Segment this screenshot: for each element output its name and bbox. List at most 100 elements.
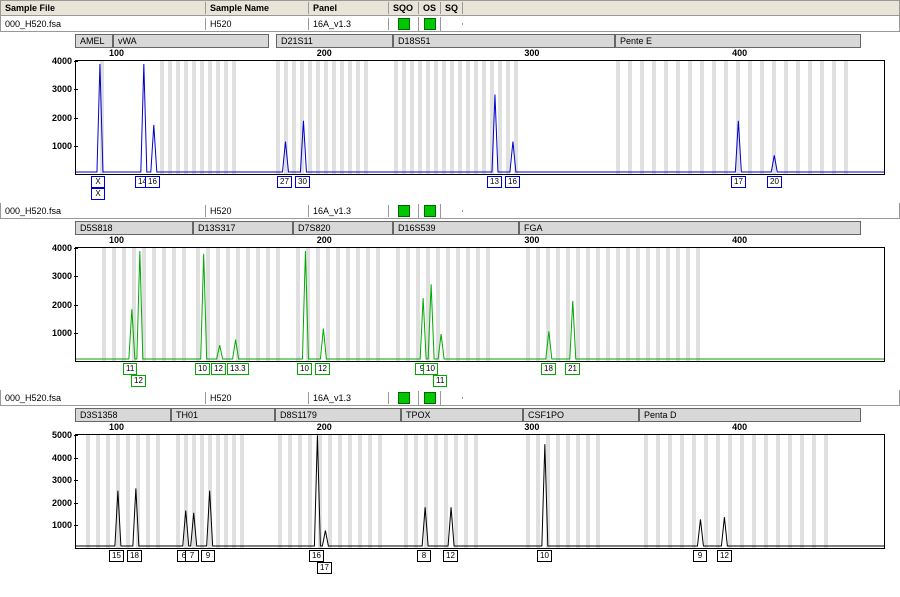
col-os: OS	[419, 2, 441, 14]
locus-label[interactable]: D3S1358	[75, 408, 171, 422]
status-green-icon	[398, 18, 410, 30]
xtick-label: 200	[317, 48, 332, 58]
os-indicator	[419, 204, 441, 218]
locus-label[interactable]: CSF1PO	[523, 408, 639, 422]
ytick-label: 5000	[52, 430, 72, 440]
allele-call[interactable]: 12	[443, 550, 458, 562]
loci-row: AMELvWA D21S11D18S51Pente E	[75, 32, 885, 48]
allele-call[interactable]: 12	[315, 363, 330, 375]
allele-call[interactable]: 16	[309, 550, 324, 562]
xtick-label: 100	[109, 48, 124, 58]
locus-label[interactable]: Pente E	[615, 34, 861, 48]
electropherogram-plot[interactable]: 1000200030004000	[75, 247, 885, 362]
locus-label[interactable]: AMEL	[75, 34, 113, 48]
sample-row[interactable]: 000_H520.fsa H520 16A_v1.3	[0, 203, 900, 219]
locus-label[interactable]: D13S317	[193, 221, 293, 235]
ytick-label: 1000	[52, 520, 72, 530]
locus-label[interactable]: Penta D	[639, 408, 861, 422]
status-green-icon	[398, 205, 410, 217]
allele-row: 1112101213.31012910111821	[75, 362, 885, 390]
ytick-label: 1000	[52, 328, 72, 338]
allele-call[interactable]: 20	[767, 176, 782, 188]
xtick-label: 400	[732, 422, 747, 432]
allele-call[interactable]: 30	[295, 176, 310, 188]
status-green-icon	[424, 18, 436, 30]
allele-call[interactable]: 21	[565, 363, 580, 375]
locus-label[interactable]: D7S820	[293, 221, 393, 235]
allele-call[interactable]: 17	[317, 562, 332, 574]
allele-call[interactable]: 13	[487, 176, 502, 188]
xtick-label: 400	[732, 235, 747, 245]
allele-call[interactable]: X	[91, 176, 105, 188]
ytick-label: 2000	[52, 300, 72, 310]
locus-label[interactable]: D21S11	[276, 34, 393, 48]
trace-svg	[76, 248, 884, 361]
sq-indicator	[441, 23, 463, 25]
sample-file-cell: 000_H520.fsa	[1, 392, 206, 404]
allele-call[interactable]: 10	[423, 363, 438, 375]
status-green-icon	[398, 392, 410, 404]
yaxis: 1000200030004000	[38, 248, 74, 361]
xtick-label: 200	[317, 235, 332, 245]
allele-call[interactable]: 9	[693, 550, 707, 562]
ytick-label: 3000	[52, 475, 72, 485]
locus-label[interactable]: TH01	[171, 408, 275, 422]
allele-call[interactable]: 8	[417, 550, 431, 562]
locus-label[interactable]: FGA	[519, 221, 861, 235]
loci-row: D3S1358TH01D8S1179TPOXCSF1POPenta D	[75, 406, 885, 422]
col-sample-name: Sample Name	[206, 2, 309, 14]
allele-call[interactable]: 10	[195, 363, 210, 375]
status-green-icon	[424, 205, 436, 217]
allele-call[interactable]: 18	[541, 363, 556, 375]
sq-indicator	[441, 210, 463, 212]
allele-call[interactable]: 15	[109, 550, 124, 562]
yaxis: 1000200030004000	[38, 61, 74, 174]
xtick-label: 100	[109, 235, 124, 245]
os-indicator	[419, 391, 441, 405]
electropherogram-plot[interactable]: 1000200030004000	[75, 60, 885, 175]
locus-label[interactable]: vWA	[113, 34, 269, 48]
allele-call[interactable]: 17	[731, 176, 746, 188]
ytick-label: 3000	[52, 271, 72, 281]
allele-call[interactable]: 12	[717, 550, 732, 562]
ytick-label: 2000	[52, 113, 72, 123]
locus-label[interactable]: D16S539	[393, 221, 519, 235]
os-indicator	[419, 17, 441, 31]
allele-call[interactable]: 7	[185, 550, 199, 562]
allele-call[interactable]: 11	[433, 375, 447, 387]
panel-cell: 16A_v1.3	[309, 392, 389, 404]
sample-row[interactable]: 000_H520.fsa H520 16A_v1.3	[0, 390, 900, 406]
sample-name-cell: H520	[206, 392, 309, 404]
trace-svg	[76, 61, 884, 174]
electropherogram-plot[interactable]: 10002000300040005000	[75, 434, 885, 549]
col-sqo: SQO	[389, 2, 419, 14]
col-panel: Panel	[309, 2, 389, 14]
status-green-icon	[424, 392, 436, 404]
locus-label[interactable]: D8S1179	[275, 408, 401, 422]
ytick-label: 4000	[52, 56, 72, 66]
allele-call[interactable]: X	[91, 188, 105, 200]
locus-label[interactable]: D18S51	[393, 34, 615, 48]
allele-call[interactable]: 27	[277, 176, 292, 188]
allele-call[interactable]: 10	[297, 363, 312, 375]
col-sample-file: Sample File	[1, 2, 206, 14]
xtick-label: 300	[524, 235, 539, 245]
allele-call[interactable]: 13.3	[227, 363, 249, 375]
ytick-label: 3000	[52, 84, 72, 94]
locus-label[interactable]: D5S818	[75, 221, 193, 235]
sample-row[interactable]: 000_H520.fsa H520 16A_v1.3	[0, 16, 900, 32]
panel-cell: 16A_v1.3	[309, 18, 389, 30]
allele-call[interactable]: 16	[505, 176, 520, 188]
column-header-row: Sample File Sample Name Panel SQO OS SQ	[0, 0, 900, 16]
allele-call[interactable]: 11	[123, 363, 137, 375]
allele-row: XX1416273013161720	[75, 175, 885, 203]
allele-call[interactable]: 12	[211, 363, 226, 375]
sample-file-cell: 000_H520.fsa	[1, 205, 206, 217]
sqo-indicator	[389, 391, 419, 405]
allele-call[interactable]: 12	[131, 375, 146, 387]
allele-call[interactable]: 16	[145, 176, 160, 188]
allele-call[interactable]: 18	[127, 550, 142, 562]
allele-call[interactable]: 9	[201, 550, 215, 562]
locus-label[interactable]: TPOX	[401, 408, 523, 422]
allele-call[interactable]: 10	[537, 550, 552, 562]
